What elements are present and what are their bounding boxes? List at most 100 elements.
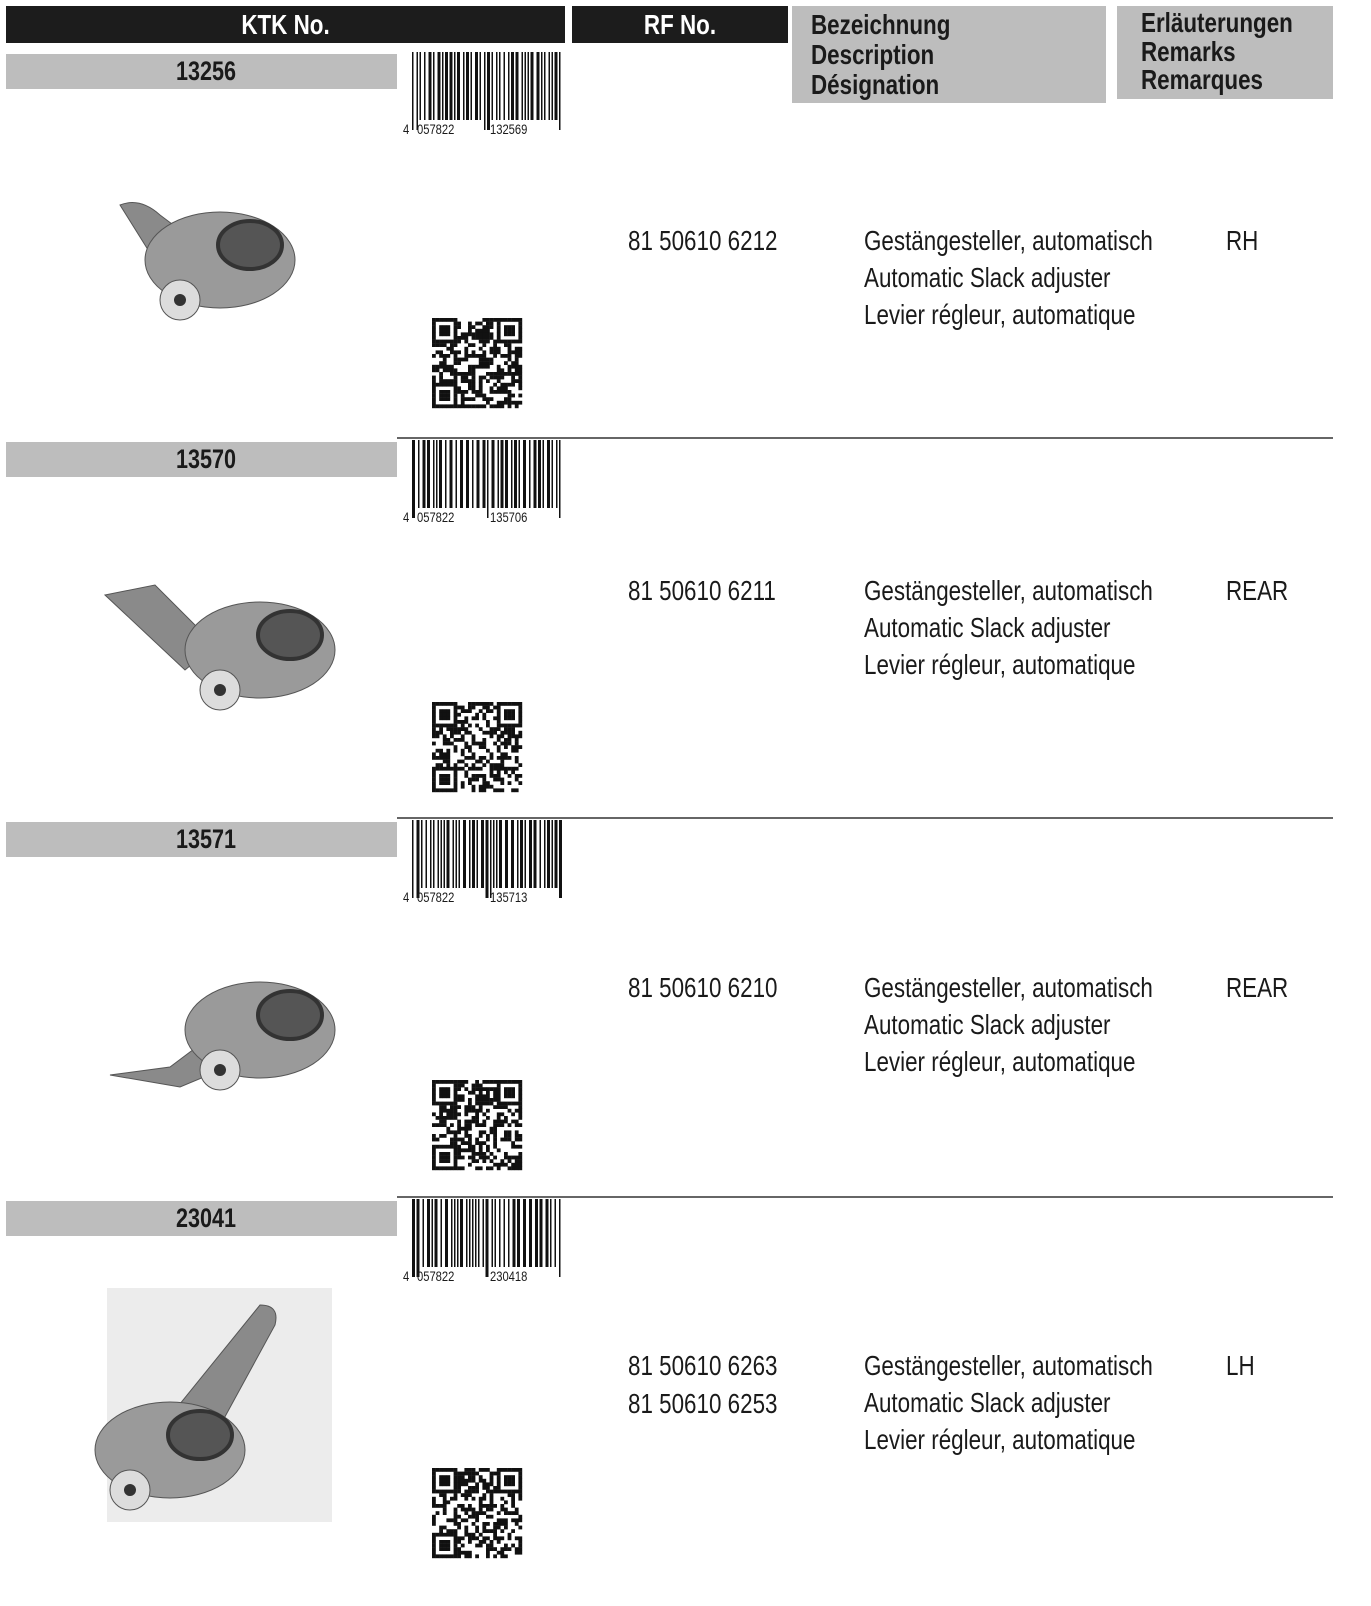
qr-module	[471, 332, 476, 337]
qr-module	[478, 336, 483, 340]
qr-module	[482, 1112, 487, 1117]
qr-module	[432, 723, 436, 728]
qr-module	[514, 368, 519, 373]
qr-module	[478, 784, 483, 789]
qr-module	[486, 1543, 490, 1548]
qr-module	[457, 1536, 461, 1541]
qr-module	[518, 1152, 523, 1156]
qr-module	[471, 716, 476, 721]
qr-module	[450, 404, 454, 409]
qr-module	[507, 774, 512, 778]
qr-module	[489, 1130, 494, 1135]
qr-module	[489, 318, 494, 322]
qr-module	[442, 1123, 447, 1127]
qr-module	[432, 1098, 436, 1102]
qr-module	[475, 716, 479, 721]
qr-module	[432, 1159, 436, 1163]
qr-module	[504, 1500, 508, 1505]
qr-module	[507, 1155, 512, 1160]
qr-module	[496, 716, 501, 721]
barcode-bar	[424, 52, 426, 120]
qr-module	[482, 1540, 487, 1544]
qr-module	[442, 328, 447, 333]
qr-module	[471, 404, 476, 409]
barcode	[412, 440, 561, 518]
qr-module	[446, 1482, 451, 1487]
qr-module	[507, 1547, 512, 1551]
qr-module	[475, 1108, 479, 1113]
qr-module	[432, 734, 436, 739]
barcode-digit: 4	[403, 121, 410, 137]
product-shape	[256, 989, 324, 1041]
qr-module	[504, 397, 508, 401]
product-image	[109, 981, 336, 1091]
qr-module	[478, 756, 483, 760]
qr-module	[464, 741, 469, 746]
qr-module	[432, 336, 436, 340]
qr-module	[504, 716, 508, 721]
qr-module	[486, 1098, 490, 1102]
qr-module	[518, 1098, 523, 1102]
qr-module	[442, 382, 447, 387]
barcode-bar	[422, 1199, 424, 1267]
qr-module	[493, 350, 497, 355]
qr-module	[518, 318, 523, 322]
qr-module	[482, 364, 487, 369]
qr-module	[482, 777, 487, 782]
qr-module	[486, 1094, 490, 1099]
qr-module	[442, 1504, 447, 1508]
qr-module	[432, 1162, 436, 1167]
qr-module	[511, 1087, 515, 1091]
barcode-bar	[554, 820, 558, 888]
qr-module	[439, 1475, 443, 1479]
qr-module	[453, 1144, 458, 1149]
qr-module	[486, 372, 490, 376]
qr-module	[468, 756, 472, 760]
qr-module	[511, 770, 515, 775]
qr-module	[482, 738, 487, 742]
qr-module	[439, 1116, 443, 1120]
qr-module	[439, 1543, 443, 1548]
qr-module	[493, 1094, 497, 1099]
qr-module	[478, 332, 483, 337]
qr-module	[507, 357, 512, 362]
qr-module	[507, 400, 512, 405]
qr-module	[439, 1159, 443, 1163]
qr-module	[457, 1126, 461, 1131]
qr-module	[518, 379, 523, 383]
qr-module	[453, 730, 458, 735]
description: Levier régleur, automatique	[864, 1046, 1136, 1077]
barcode-bar	[425, 820, 427, 888]
barcode-bar	[463, 52, 465, 120]
qr-module	[496, 777, 501, 782]
qr-module	[496, 368, 501, 373]
qr-module	[439, 702, 443, 706]
qr-module	[468, 386, 472, 391]
qr-module	[514, 1511, 519, 1515]
qr-module	[471, 1083, 476, 1088]
qr-module	[475, 1482, 479, 1487]
qr-module	[471, 1532, 476, 1537]
qr-module	[439, 364, 443, 369]
barcode-bar	[475, 52, 478, 120]
ktk-bar	[6, 442, 397, 477]
qr-module	[446, 328, 451, 333]
qr-module	[489, 766, 494, 771]
qr-module	[507, 734, 512, 739]
qr-module	[432, 1144, 436, 1149]
qr-module	[504, 741, 508, 746]
qr-module	[518, 781, 523, 785]
qr-module	[511, 379, 515, 383]
barcode-bar	[554, 52, 558, 120]
qr-module	[482, 1478, 487, 1483]
qr-module	[432, 382, 436, 387]
qr-module	[511, 361, 515, 365]
barcode-bar	[499, 52, 501, 120]
qr-module	[511, 1090, 515, 1095]
qr-module	[446, 364, 451, 369]
qr-module	[496, 1162, 501, 1167]
qr-module	[504, 328, 508, 333]
qr-module	[518, 368, 523, 373]
qr-module	[504, 325, 508, 329]
qr-module	[518, 1166, 523, 1171]
